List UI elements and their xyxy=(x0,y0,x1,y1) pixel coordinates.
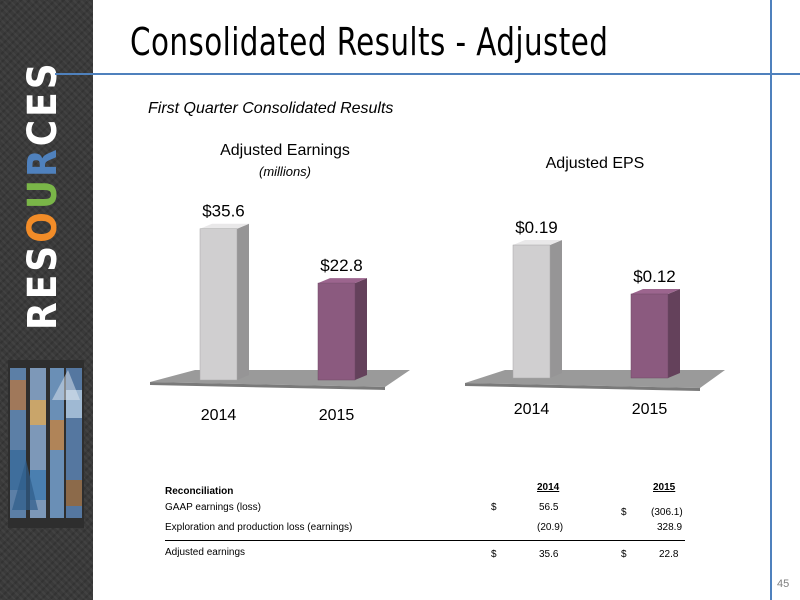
tick-label: 2014 xyxy=(201,407,237,424)
recon-value-2014: (20.9) xyxy=(537,522,564,533)
right-margin-rule xyxy=(770,0,772,600)
chart-title-eps: Adjusted EPS xyxy=(545,155,645,172)
recon-value-2015: 22.8 xyxy=(659,549,679,560)
recon-col-2014: 2014 xyxy=(537,482,560,493)
slide-subtitle: First Quarter Consolidated Results xyxy=(148,100,394,117)
recon-value-2015: (306.1) xyxy=(651,507,683,518)
recon-row-label: Adjusted earnings xyxy=(165,547,246,558)
bar-top xyxy=(200,223,249,229)
recon-header: Reconciliation xyxy=(165,486,234,497)
data-label: $0.19 xyxy=(515,218,558,237)
recon-currency: $ xyxy=(491,549,497,560)
bar-side xyxy=(550,240,562,378)
chart-floor-edge xyxy=(465,383,700,391)
bar-side xyxy=(237,223,249,380)
chart-subtitle-earnings: (millions) xyxy=(259,164,311,179)
bar-side xyxy=(355,278,367,380)
company-logo xyxy=(8,360,84,528)
bar-top xyxy=(631,289,680,294)
bar-top xyxy=(513,240,562,245)
slide-title: Consolidated Results - Adjusted xyxy=(130,20,609,64)
chart-floor-edge xyxy=(150,382,385,390)
chart-title-earnings: Adjusted Earnings xyxy=(220,142,350,159)
recon-value-2014: 56.5 xyxy=(539,502,559,513)
recon-col-2015: 2015 xyxy=(653,482,676,493)
recon-value-2015: 328.9 xyxy=(657,522,683,533)
title-underline xyxy=(55,73,800,75)
tick-label: 2015 xyxy=(319,407,355,424)
bar xyxy=(630,293,669,379)
bar xyxy=(317,282,356,381)
page-number: 45 xyxy=(777,578,790,590)
data-label: $35.6 xyxy=(202,202,245,221)
bar xyxy=(512,244,551,379)
bar xyxy=(199,228,238,381)
recon-row-label: GAAP earnings (loss) xyxy=(165,502,261,513)
recon-currency: $ xyxy=(621,549,627,560)
recon-currency: $ xyxy=(621,507,627,518)
recon-currency: $ xyxy=(491,502,497,513)
data-label: $22.8 xyxy=(320,256,363,275)
recon-row-label: Exploration and production loss (earning… xyxy=(165,522,353,533)
bar-side xyxy=(668,289,680,378)
data-label: $0.12 xyxy=(633,267,676,286)
tick-label: 2015 xyxy=(632,401,668,418)
table-divider xyxy=(165,540,685,541)
sidebar-panel: RESOURCES xyxy=(0,0,93,600)
bar-top xyxy=(318,278,367,284)
tick-label: 2014 xyxy=(514,401,550,418)
recon-value-2014: 35.6 xyxy=(539,549,559,560)
